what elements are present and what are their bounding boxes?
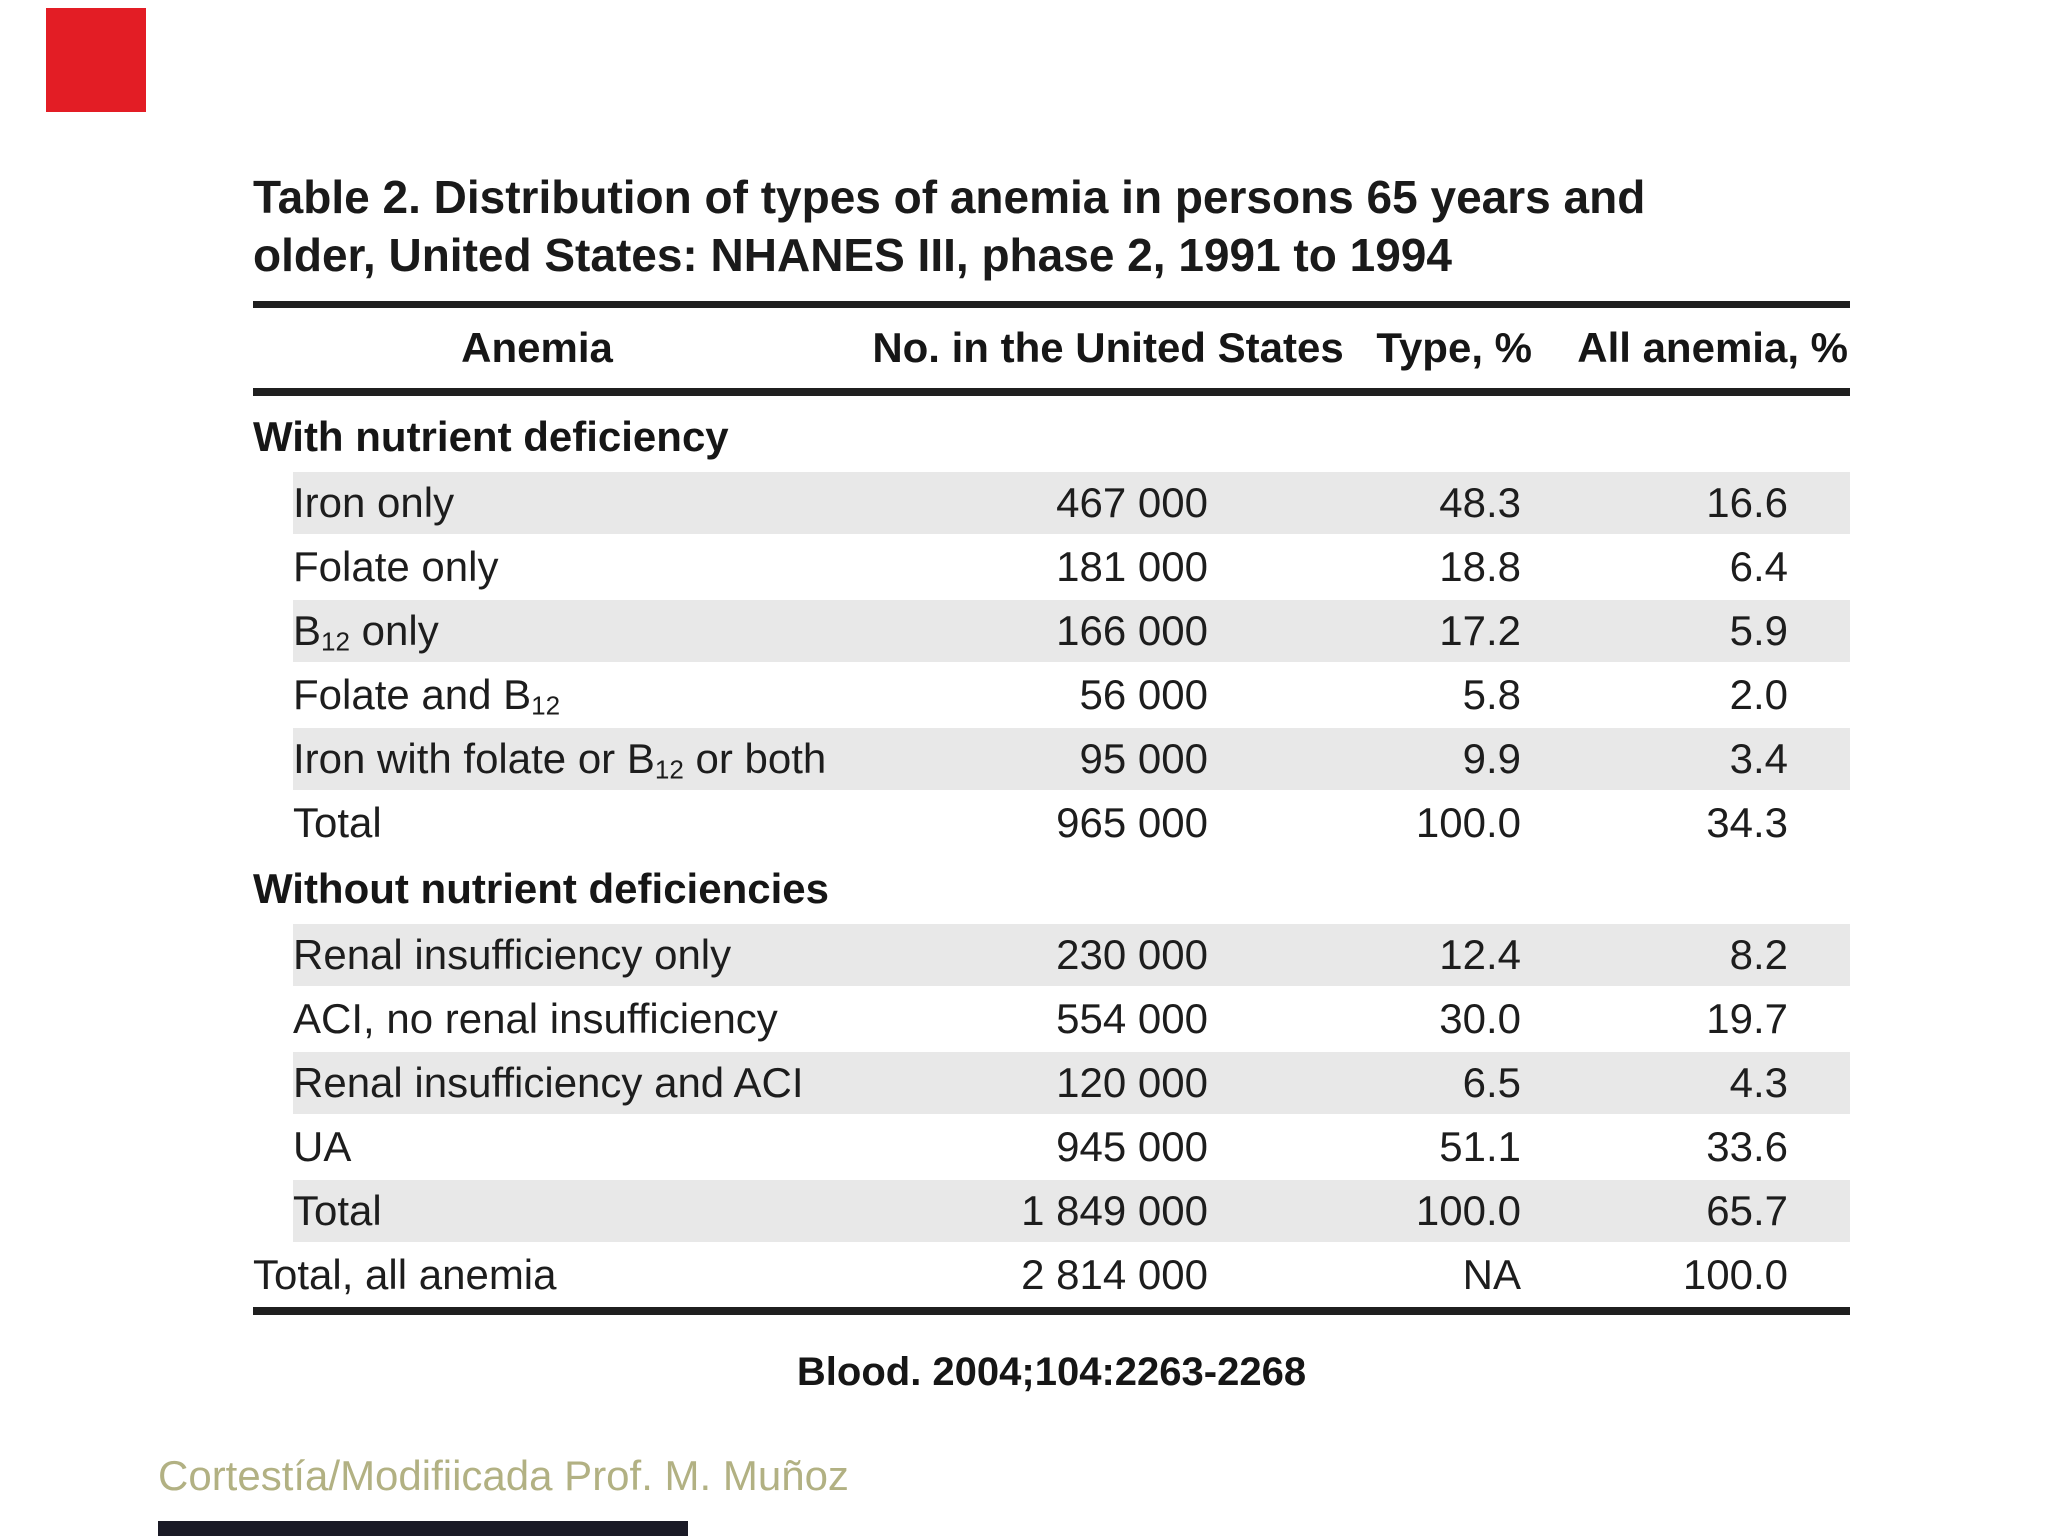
cell-type-pct: 18.8 bbox=[1439, 543, 1521, 590]
row-label: Total bbox=[293, 1187, 382, 1234]
cell-all-anemia-pct: 4.3 bbox=[1729, 1059, 1788, 1106]
cell-number-us: 467 000 bbox=[1056, 479, 1208, 526]
cell-number-us: 1 849 000 bbox=[1021, 1187, 1208, 1234]
cell-type-pct: 6.5 bbox=[1462, 1059, 1521, 1106]
table-rule-below-header bbox=[253, 388, 1850, 396]
section-header: Without nutrient deficiencies bbox=[253, 855, 1850, 923]
cell-all-anemia-pct: 34.3 bbox=[1706, 799, 1788, 846]
cell-number-us: 965 000 bbox=[1056, 799, 1208, 846]
table-row: Iron with folate or B12 or both 95 000 9.9… bbox=[253, 727, 1850, 791]
table-row: Renal insufficiency only 230 000 12.4 8.2 bbox=[253, 923, 1850, 987]
table-row: ACI, no renal insufficiency 554 000 30.0 19… bbox=[253, 987, 1850, 1051]
section-header: With nutrient deficiency bbox=[253, 403, 1850, 471]
cell-all-anemia-pct: 8.2 bbox=[1729, 931, 1788, 978]
row-label: Renal insufficiency only bbox=[293, 931, 732, 978]
row-label: Iron only bbox=[293, 479, 455, 526]
video-progress-bar bbox=[158, 1521, 688, 1536]
header-type-pct: Type, % bbox=[1376, 324, 1532, 371]
cell-all-anemia-pct: 65.7 bbox=[1706, 1187, 1788, 1234]
row-label: ACI, no renal insufficiency bbox=[293, 995, 778, 1042]
cell-type-pct: 100.0 bbox=[1415, 799, 1521, 846]
row-label: Total bbox=[293, 799, 382, 846]
cell-all-anemia-pct: 16.6 bbox=[1706, 479, 1788, 526]
header-number-us: No. in the United States bbox=[872, 324, 1344, 371]
cell-number-us: 95 000 bbox=[1079, 735, 1208, 782]
row-label: Iron with folate or B12 or both bbox=[293, 735, 827, 785]
title-line-1: Table 2. Distribution of types of anemia… bbox=[253, 171, 1646, 223]
cell-number-us: 120 000 bbox=[1056, 1059, 1208, 1106]
cell-number-us: 166 000 bbox=[1056, 607, 1208, 654]
red-accent-block bbox=[46, 8, 146, 112]
table-row: Total 1 849 000 100.0 65.7 bbox=[253, 1179, 1850, 1243]
cell-type-pct: 12.4 bbox=[1439, 931, 1521, 978]
cell-all-anemia-pct: 19.7 bbox=[1706, 995, 1788, 1042]
cell-type-pct: 5.8 bbox=[1462, 671, 1521, 718]
cell-all-anemia-pct: 5.9 bbox=[1729, 607, 1788, 654]
table-row: UA 945 000 51.1 33.6 bbox=[253, 1115, 1850, 1179]
cell-number-us: 554 000 bbox=[1056, 995, 1208, 1042]
table-row: B12 only 166 000 17.2 5.9 bbox=[253, 599, 1850, 663]
cell-type-pct: 9.9 bbox=[1462, 735, 1521, 782]
row-label: Total, all anemia bbox=[253, 1251, 557, 1298]
cell-type-pct: 51.1 bbox=[1439, 1123, 1521, 1170]
row-label: UA bbox=[293, 1123, 352, 1170]
credit-line: Cortestía/Modifiicada Prof. M. Muñoz bbox=[158, 1452, 849, 1499]
cell-all-anemia-pct: 100.0 bbox=[1682, 1251, 1788, 1298]
table-rule-bottom bbox=[253, 1307, 1850, 1315]
title-line-2: older, United States: NHANES III, phase … bbox=[253, 229, 1452, 281]
header-anemia: Anemia bbox=[461, 324, 613, 371]
table-row: Total, all anemia 2 814 000 NA 100.0 bbox=[253, 1243, 1850, 1307]
row-label: Renal insufficiency and ACI bbox=[293, 1059, 804, 1106]
cell-type-pct: 48.3 bbox=[1439, 479, 1521, 526]
cell-all-anemia-pct: 33.6 bbox=[1706, 1123, 1788, 1170]
cell-type-pct: NA bbox=[1462, 1251, 1521, 1298]
section-header-label: Without nutrient deficiencies bbox=[253, 865, 829, 912]
section-header-label: With nutrient deficiency bbox=[253, 413, 729, 460]
cell-all-anemia-pct: 2.0 bbox=[1729, 671, 1788, 718]
table-body: With nutrient deficiency Iron only 467 000… bbox=[253, 403, 1850, 1307]
table-row: Renal insufficiency and ACI 120 000 6.5 4.3 bbox=[253, 1051, 1850, 1115]
table-header-row: Anemia No. in the United States Type, % … bbox=[253, 308, 1850, 388]
anemia-distribution-table: Anemia No. in the United States Type, % … bbox=[253, 0, 1850, 1536]
cell-number-us: 56 000 bbox=[1079, 671, 1208, 718]
table-row: Folate and B12 56 000 5.8 2.0 bbox=[253, 663, 1850, 727]
cell-type-pct: 100.0 bbox=[1415, 1187, 1521, 1234]
cell-number-us: 230 000 bbox=[1056, 931, 1208, 978]
cell-number-us: 2 814 000 bbox=[1021, 1251, 1208, 1298]
row-label: Folate only bbox=[293, 543, 499, 590]
table-row: Iron only 467 000 48.3 16.6 bbox=[253, 471, 1850, 535]
cell-number-us: 945 000 bbox=[1056, 1123, 1208, 1170]
journal-citation: Blood. 2004;104:2263-2268 bbox=[796, 1350, 1307, 1394]
table-row: Total 965 000 100.0 34.3 bbox=[253, 791, 1850, 855]
table-row: Folate only 181 000 18.8 6.4 bbox=[253, 535, 1850, 599]
table-rule-top bbox=[253, 301, 1850, 308]
row-label: B12 only bbox=[293, 607, 439, 657]
cell-type-pct: 17.2 bbox=[1439, 607, 1521, 654]
table-title: Table 2. Distribution of types of anemia… bbox=[253, 168, 1853, 284]
header-all-anemia-pct: All anemia, % bbox=[1577, 324, 1848, 371]
cell-all-anemia-pct: 3.4 bbox=[1729, 735, 1788, 782]
row-label: Folate and B12 bbox=[293, 671, 561, 721]
cell-type-pct: 30.0 bbox=[1439, 995, 1521, 1042]
cell-all-anemia-pct: 6.4 bbox=[1729, 543, 1788, 590]
cell-number-us: 181 000 bbox=[1056, 543, 1208, 590]
